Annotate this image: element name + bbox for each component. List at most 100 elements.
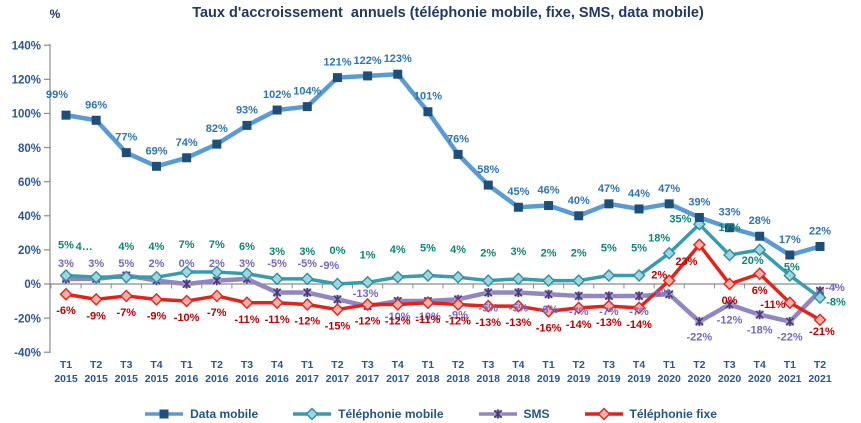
data_mobile-marker bbox=[725, 223, 735, 233]
sms-data-label: 3% bbox=[239, 258, 255, 270]
tel_mobile-marker bbox=[783, 268, 797, 282]
data_mobile-data-label: 123% bbox=[384, 53, 412, 65]
data_mobile-marker bbox=[634, 204, 644, 214]
x-tick-label-year: 2021 bbox=[778, 373, 802, 385]
tel_mobile-marker bbox=[723, 248, 737, 262]
tel_mobile-marker bbox=[305, 407, 319, 421]
tel_fixe-data-label: -9% bbox=[86, 310, 106, 322]
tel_fixe-marker bbox=[783, 296, 797, 310]
tel_fixe-marker bbox=[542, 304, 556, 318]
data_mobile-data-label: 102% bbox=[263, 89, 291, 101]
x-tick-label-year: 2020 bbox=[748, 373, 772, 385]
x-tick-label-year: 2015 bbox=[84, 373, 108, 385]
sms-data-label: -10% bbox=[385, 311, 411, 323]
tel_mobile-marker bbox=[632, 268, 646, 282]
tel_fixe-marker bbox=[813, 313, 827, 327]
x-tick-label-year: 2016 bbox=[265, 373, 289, 385]
data_mobile-data-label: 46% bbox=[538, 185, 560, 197]
tel_fixe-marker bbox=[692, 238, 706, 252]
tel_mobile-data-label: 17% bbox=[719, 222, 741, 234]
x-tick-label-year: 2017 bbox=[356, 373, 380, 385]
x-tick-label-year: 2017 bbox=[386, 373, 410, 385]
sms-data-label: 5% bbox=[118, 258, 134, 270]
series-data_mobile bbox=[61, 69, 825, 260]
tel_fixe-marker bbox=[361, 297, 375, 311]
sms-data-label: -5% bbox=[267, 258, 287, 270]
tel_fixe-marker bbox=[210, 289, 224, 303]
x-tick-label-year: 2018 bbox=[477, 373, 501, 385]
y-tick-label: 0% bbox=[24, 279, 41, 291]
tel_fixe-data-label: -12% bbox=[355, 315, 381, 327]
data_mobile-marker bbox=[332, 73, 342, 83]
tel_fixe-data-label: -6% bbox=[56, 305, 76, 317]
data_mobile-marker bbox=[513, 202, 523, 212]
sms-data-label: 3% bbox=[58, 258, 74, 270]
legend-swatch-tel_fixe bbox=[584, 407, 623, 421]
tel_fixe-data-label: -15% bbox=[325, 321, 351, 333]
tel_fixe-marker bbox=[511, 299, 525, 313]
sms-marker bbox=[182, 279, 191, 289]
sms-marker bbox=[604, 291, 614, 301]
data_mobile-marker bbox=[151, 161, 161, 171]
tel_fixe-data-label: 2% bbox=[651, 270, 667, 282]
tel_fixe-data-label: 0% bbox=[722, 295, 738, 307]
sms-data-label: -5% bbox=[509, 303, 529, 315]
sms-data-label: 3% bbox=[88, 258, 104, 270]
tel_mobile-data-label: 3% bbox=[269, 246, 285, 258]
tel_fixe-data-label: -11% bbox=[760, 299, 785, 311]
series-data_mobile-labels: 99% 96% 77% 69% 74% 82% 93% 102% 104% 121% 122% 123… bbox=[46, 53, 831, 246]
data_mobile-marker bbox=[121, 148, 131, 158]
tel_fixe-marker bbox=[300, 297, 314, 311]
data_mobile-marker bbox=[393, 69, 403, 79]
tel_mobile-data-label: 4% bbox=[149, 241, 165, 253]
tel_mobile-marker bbox=[240, 267, 254, 281]
x-tick-label-year: 2020 bbox=[658, 373, 682, 385]
data_mobile-data-label: 82% bbox=[206, 123, 228, 135]
tel_fixe-marker bbox=[597, 407, 611, 421]
tel_fixe-marker bbox=[421, 296, 435, 310]
tel_fixe-marker bbox=[270, 296, 284, 310]
tel_fixe-marker bbox=[59, 287, 73, 301]
sms-data-label: -7% bbox=[599, 306, 619, 318]
x-tick-label-quarter: T2 bbox=[90, 359, 102, 371]
sms-data-label: -6% bbox=[651, 287, 671, 299]
data_mobile-data-label: 47% bbox=[658, 183, 680, 195]
legend: Data mobile Téléphonie mobile SMS Téléphoni… bbox=[0, 407, 861, 421]
tel_fixe-data-label: 6% bbox=[752, 285, 768, 297]
series-tel_fixe bbox=[59, 238, 827, 327]
x-tick-label-quarter: T2 bbox=[573, 359, 585, 371]
chart-title: Taux d'accroissement annuels (téléphonie… bbox=[192, 5, 704, 21]
data_mobile-marker bbox=[182, 153, 192, 163]
data_mobile-marker bbox=[242, 120, 252, 130]
tel_mobile-marker bbox=[602, 268, 616, 282]
x-tick-label-quarter: T4 bbox=[392, 359, 404, 371]
tel_mobile-data-label: 4% bbox=[390, 244, 406, 256]
tel_fixe-marker bbox=[723, 277, 737, 291]
data_mobile-data-label: 76% bbox=[447, 133, 469, 145]
x-tick-label-year: 2019 bbox=[537, 373, 561, 385]
sms-data-label: -13% bbox=[353, 288, 379, 300]
x-tick-label-quarter: T1 bbox=[784, 359, 796, 371]
x-tick-label-year: 2019 bbox=[567, 373, 591, 385]
x-tick-label-quarter: T3 bbox=[120, 359, 132, 371]
y-tick-label: 100% bbox=[12, 109, 41, 121]
legend-label-tel_fixe: Téléphonie fixe bbox=[629, 407, 717, 421]
data_mobile-data-label: 47% bbox=[598, 183, 620, 195]
data_mobile-data-label: 40% bbox=[568, 195, 590, 207]
data_mobile-marker bbox=[664, 199, 674, 209]
data_mobile-marker bbox=[159, 409, 169, 419]
sms-marker bbox=[634, 291, 644, 301]
tel_fixe-data-label: -12% bbox=[385, 315, 411, 327]
x-tick-label-year: 2015 bbox=[115, 373, 139, 385]
data_mobile-marker bbox=[755, 231, 765, 241]
data_mobile-marker bbox=[272, 105, 282, 115]
tel_mobile-data-label: 3% bbox=[299, 246, 315, 258]
sms-marker bbox=[272, 287, 282, 298]
data_mobile-data-label: 69% bbox=[145, 145, 167, 157]
tel_fixe-data-label: -7% bbox=[207, 307, 227, 319]
sms-data-label: 2% bbox=[209, 258, 225, 270]
tel_fixe-marker bbox=[180, 294, 194, 308]
sms-marker bbox=[333, 294, 342, 304]
y-tick-label: -20% bbox=[14, 313, 41, 325]
tel_fixe-marker bbox=[149, 292, 163, 306]
